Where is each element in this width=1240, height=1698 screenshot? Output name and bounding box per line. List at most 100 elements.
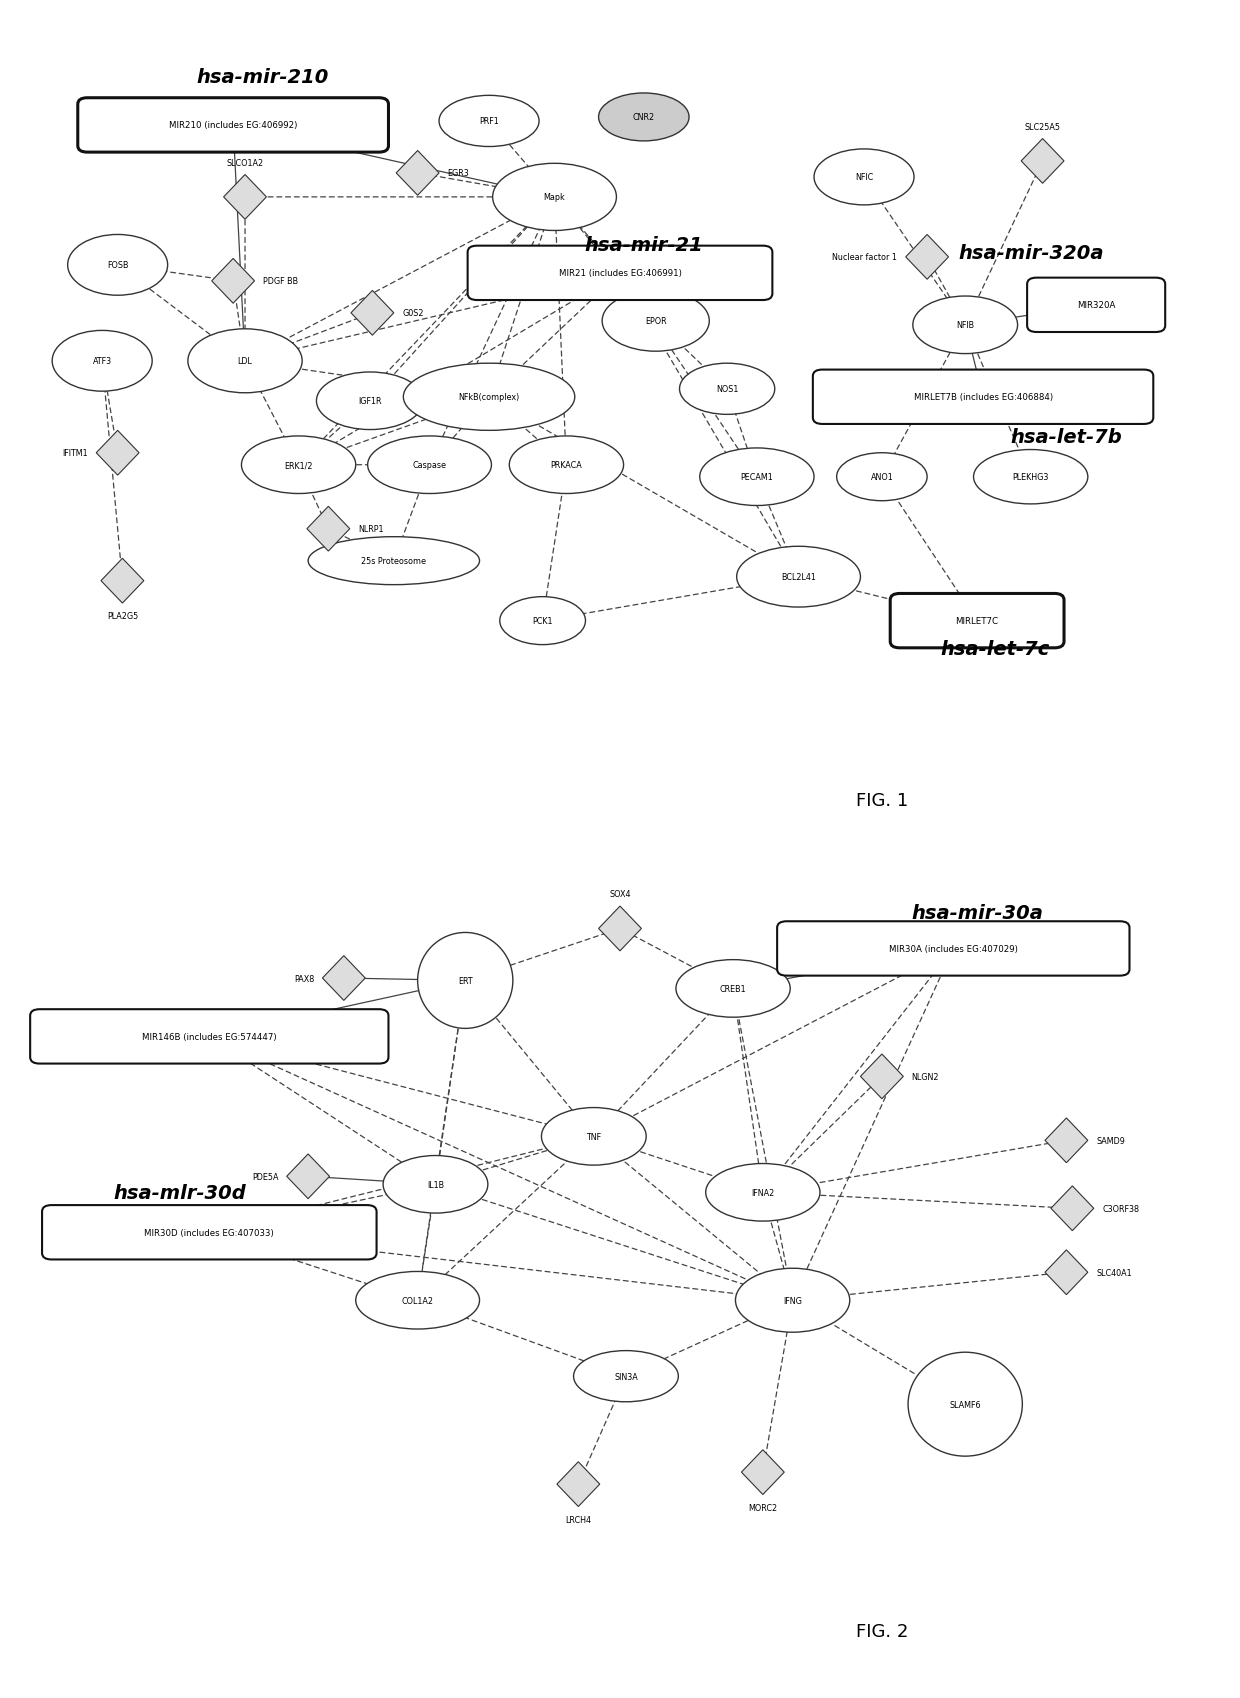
Text: CNR2: CNR2 [632,114,655,122]
Ellipse shape [973,450,1087,504]
Ellipse shape [439,97,539,148]
Text: PECAM1: PECAM1 [740,474,774,482]
Ellipse shape [308,537,480,586]
Polygon shape [351,292,394,336]
Text: PRKACA: PRKACA [551,460,583,470]
Text: hsa-let-7c: hsa-let-7c [940,640,1049,659]
Text: NOS1: NOS1 [715,385,738,394]
Polygon shape [905,236,949,280]
Ellipse shape [367,436,491,494]
Text: NFIC: NFIC [854,173,873,182]
Ellipse shape [316,374,424,430]
Ellipse shape [913,297,1018,355]
Polygon shape [397,151,439,197]
Text: NFkB(complex): NFkB(complex) [459,392,520,402]
Text: MIR320A: MIR320A [1078,301,1115,311]
Ellipse shape [706,1163,820,1221]
Text: C3ORF38: C3ORF38 [1102,1204,1140,1212]
Text: NLGN2: NLGN2 [911,1071,939,1082]
Text: ERK1/2: ERK1/2 [284,460,312,470]
Polygon shape [861,1054,903,1099]
Polygon shape [557,1462,600,1506]
FancyBboxPatch shape [813,370,1153,424]
Text: PLA2G5: PLA2G5 [107,611,138,621]
Text: MIR30D (includes EG:407033): MIR30D (includes EG:407033) [144,1228,274,1238]
FancyBboxPatch shape [777,922,1130,976]
Text: EPOR: EPOR [645,318,667,326]
Polygon shape [212,260,254,304]
Polygon shape [1022,139,1064,183]
Text: hsa-mir-210: hsa-mir-210 [197,68,329,87]
Polygon shape [97,431,139,475]
Polygon shape [100,559,144,604]
Text: COL1A2: COL1A2 [402,1296,434,1306]
Text: MORC2: MORC2 [748,1503,777,1511]
Polygon shape [322,956,366,1000]
Text: hsa-mir-21: hsa-mir-21 [584,236,703,255]
Ellipse shape [813,149,914,205]
Text: IGF1R: IGF1R [358,397,382,406]
Ellipse shape [68,236,167,295]
Ellipse shape [242,436,356,494]
Text: SLCO1A2: SLCO1A2 [227,158,264,168]
Text: BCL2L41: BCL2L41 [781,572,816,582]
Polygon shape [1045,1250,1087,1296]
Text: CREB1: CREB1 [719,985,746,993]
FancyBboxPatch shape [42,1206,377,1260]
Ellipse shape [676,959,790,1017]
FancyBboxPatch shape [30,1010,388,1065]
Ellipse shape [418,932,513,1029]
Text: SIN3A: SIN3A [614,1372,637,1380]
Text: Nuclear factor 1: Nuclear factor 1 [832,253,898,261]
Text: FOSB: FOSB [107,261,129,270]
Polygon shape [1045,1119,1087,1163]
Text: MIR30A (includes EG:407029): MIR30A (includes EG:407029) [889,944,1018,953]
Text: MIR146B (includes EG:574447): MIR146B (includes EG:574447) [143,1032,277,1041]
Text: IFITM1: IFITM1 [62,448,88,458]
Text: IFNA2: IFNA2 [751,1189,775,1197]
Text: NLRP1: NLRP1 [358,525,383,533]
Ellipse shape [599,93,689,143]
Text: IL1B: IL1B [427,1180,444,1189]
Ellipse shape [356,1272,480,1330]
Ellipse shape [188,329,303,394]
Ellipse shape [837,453,928,501]
Text: PRF1: PRF1 [479,117,498,126]
Text: MIRLET7B (includes EG:406884): MIRLET7B (includes EG:406884) [914,392,1053,402]
Ellipse shape [735,1268,849,1333]
Text: MIRLET7C: MIRLET7C [956,616,998,627]
Text: TNF: TNF [587,1133,601,1141]
Text: FIG. 1: FIG. 1 [856,791,908,808]
Text: PDGF BB: PDGF BB [263,277,298,287]
Ellipse shape [492,165,616,231]
Text: IFNG: IFNG [784,1296,802,1306]
Polygon shape [286,1155,330,1199]
Polygon shape [599,907,641,951]
Polygon shape [1052,1187,1094,1231]
Text: MIR21 (includes EG:406991): MIR21 (includes EG:406991) [558,270,682,278]
Text: LDL: LDL [238,357,253,367]
Text: SOX4: SOX4 [609,890,631,898]
Polygon shape [308,508,350,552]
Ellipse shape [383,1156,487,1214]
Text: SAMD9: SAMD9 [1096,1136,1125,1144]
Text: PAX8: PAX8 [294,975,314,983]
Text: hsa-mir-30a: hsa-mir-30a [911,903,1043,922]
Ellipse shape [542,1107,646,1165]
Ellipse shape [737,547,861,608]
Text: ATF3: ATF3 [93,357,112,367]
Ellipse shape [510,436,624,494]
Ellipse shape [574,1352,678,1403]
Polygon shape [223,175,267,221]
Ellipse shape [908,1352,1022,1457]
Text: hsa-mir-320a: hsa-mir-320a [959,245,1104,263]
Text: EGR3: EGR3 [448,170,469,178]
Text: ERT: ERT [458,976,472,985]
Text: Caspase: Caspase [413,460,446,470]
Text: FIG. 2: FIG. 2 [856,1622,908,1640]
Text: LRCH4: LRCH4 [565,1515,591,1523]
FancyBboxPatch shape [1027,278,1166,333]
Text: PCK1: PCK1 [532,616,553,627]
Text: SLAMF6: SLAMF6 [950,1399,981,1409]
FancyBboxPatch shape [890,594,1064,649]
